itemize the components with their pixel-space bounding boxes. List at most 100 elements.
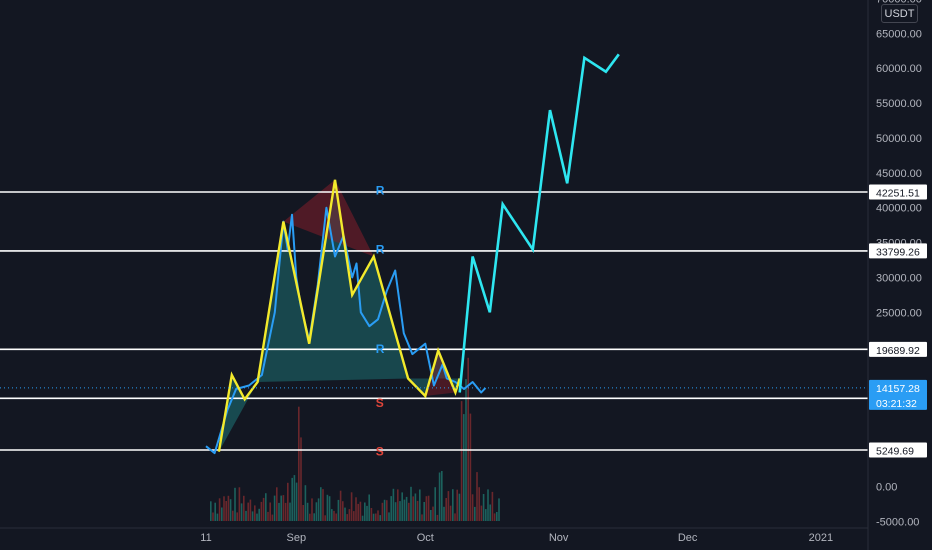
volume-bar: [456, 489, 458, 521]
volume-bar: [427, 495, 430, 521]
volume-bar: [410, 486, 412, 521]
volume-bar: [269, 502, 271, 521]
volume-bar: [401, 492, 403, 521]
volume-bar: [438, 472, 441, 521]
volume-bar: [223, 496, 225, 521]
volume-bar: [447, 491, 450, 521]
time-tick-label: 11: [200, 532, 211, 544]
volume-bar: [478, 487, 480, 521]
volume-bar: [421, 514, 423, 521]
volume-bar: [432, 506, 434, 521]
volume-bar: [293, 475, 296, 521]
level-price-tag-label: 19689.92: [876, 345, 920, 357]
volume-bar: [258, 508, 260, 521]
volume-bar: [254, 505, 256, 521]
price-line: [205, 206, 487, 455]
volume-bar: [441, 471, 443, 521]
level-price-tag-label: 5249.69: [876, 446, 914, 458]
volume-bar: [496, 512, 498, 521]
time-tick-label: Sep: [287, 532, 307, 544]
pattern-line[interactable]: [217, 179, 461, 452]
volume-bar: [419, 489, 421, 521]
volume-bar: [234, 487, 236, 521]
pattern-fill-teal: [218, 375, 258, 452]
current-price-tag: [869, 379, 927, 410]
volume-bar: [298, 406, 300, 521]
volume-bar: [287, 482, 289, 521]
volume-bar: [256, 513, 258, 521]
volume-bar: [278, 502, 280, 521]
volume-bar: [271, 514, 274, 521]
level-price-tag-label: 33799.26: [876, 246, 920, 258]
volume-bar: [313, 513, 315, 521]
price-tick-label: 70000.00: [876, 0, 922, 6]
volume-bar: [260, 501, 263, 521]
volume-bar: [474, 506, 476, 521]
volume-bar: [489, 504, 491, 521]
volume-bar: [434, 487, 436, 521]
volume-bar: [408, 502, 410, 521]
volume-bar: [344, 507, 346, 521]
currency-button[interactable]: USDT: [881, 4, 918, 23]
time-tick-label: Dec: [678, 532, 698, 544]
volume-bar: [236, 512, 238, 521]
pattern-fill-teal: [257, 179, 409, 382]
volume-bar: [460, 401, 463, 521]
level-price-tag: [869, 341, 927, 357]
volume-bar: [375, 513, 377, 521]
price-tick-label: -5000.00: [876, 516, 919, 528]
volume-bar: [326, 494, 329, 521]
level-marks: R R R S S: [376, 183, 385, 458]
volume-bar: [357, 503, 359, 521]
volume-bar: [295, 482, 298, 521]
price-axis[interactable]: -5000.000.0025000.0030000.0035000.004000…: [867, 0, 932, 550]
projection-path[interactable]: [458, 53, 620, 393]
volume-bar: [445, 498, 447, 521]
price-tick-label: 60000.00: [876, 63, 922, 75]
volume-bar: [359, 501, 362, 521]
volume-bar: [436, 514, 439, 521]
time-axis[interactable]: 11 Sep Oct Nov Dec 2021: [0, 527, 868, 544]
volume-histogram: [210, 357, 500, 521]
projection-line[interactable]: [458, 53, 620, 393]
volume-bar: [225, 501, 227, 521]
volume-bar: [251, 511, 254, 521]
volume-bar: [311, 498, 313, 521]
time-tick-label: Oct: [417, 532, 434, 544]
volume-bar: [262, 497, 265, 521]
volume-bar: [476, 472, 478, 521]
resistance-mark: R: [376, 243, 385, 257]
volume-bar: [304, 485, 307, 521]
volume-bar: [471, 494, 474, 521]
volume-bar: [249, 499, 252, 521]
volume-bar: [412, 496, 414, 521]
volume-bar: [342, 501, 344, 521]
volume-bar: [381, 502, 384, 521]
volume-bar: [394, 502, 397, 521]
price-tick-label: 25000.00: [876, 307, 922, 319]
volume-bar: [309, 513, 311, 521]
resistance-mark: R: [376, 183, 385, 197]
volume-bar: [482, 494, 485, 521]
volume-bar: [346, 514, 348, 521]
volume-bar: [218, 498, 221, 521]
volume-bar: [317, 498, 320, 521]
volume-bar: [331, 509, 333, 521]
pattern-zigzag[interactable]: [217, 179, 461, 452]
current-price-tag-label: 03:21:32: [876, 398, 917, 410]
volume-bar: [366, 505, 368, 521]
volume-bar: [491, 491, 494, 521]
volume-bar: [423, 502, 425, 521]
price-tick-label: 55000.00: [876, 98, 922, 110]
price-tick-label: 65000.00: [876, 28, 922, 40]
volume-bar: [238, 487, 241, 521]
volume-bar: [328, 496, 331, 521]
volume-bar: [339, 490, 342, 521]
volume-bar: [449, 505, 452, 521]
time-tick-label: Nov: [549, 532, 569, 544]
horizontal-levels[interactable]: [0, 191, 868, 451]
price-tick-label: 40000.00: [876, 203, 922, 215]
volume-bar: [355, 497, 357, 521]
price-tick-label: 30000.00: [876, 272, 922, 284]
